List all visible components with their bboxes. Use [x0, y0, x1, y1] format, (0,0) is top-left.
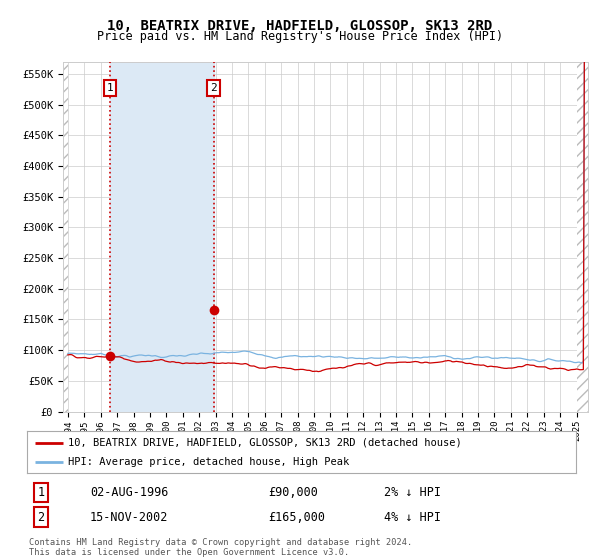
Text: £165,000: £165,000	[269, 511, 326, 524]
Text: 10, BEATRIX DRIVE, HADFIELD, GLOSSOP, SK13 2RD: 10, BEATRIX DRIVE, HADFIELD, GLOSSOP, SK…	[107, 18, 493, 32]
Bar	[110, 62, 214, 412]
Text: 4% ↓ HPI: 4% ↓ HPI	[384, 511, 441, 524]
Text: 2% ↓ HPI: 2% ↓ HPI	[384, 486, 441, 499]
Text: 2: 2	[37, 511, 44, 524]
Text: 15-NOV-2002: 15-NOV-2002	[90, 511, 169, 524]
Text: 1: 1	[37, 486, 44, 499]
Text: 2: 2	[210, 83, 217, 93]
Text: £90,000: £90,000	[269, 486, 319, 499]
Text: 02-AUG-1996: 02-AUG-1996	[90, 486, 169, 499]
Text: 10, BEATRIX DRIVE, HADFIELD, GLOSSOP, SK13 2RD (detached house): 10, BEATRIX DRIVE, HADFIELD, GLOSSOP, SK…	[68, 437, 462, 447]
Text: Price paid vs. HM Land Registry's House Price Index (HPI): Price paid vs. HM Land Registry's House …	[97, 30, 503, 43]
Text: HPI: Average price, detached house, High Peak: HPI: Average price, detached house, High…	[68, 457, 349, 467]
Text: Contains HM Land Registry data © Crown copyright and database right 2024.
This d: Contains HM Land Registry data © Crown c…	[29, 538, 412, 557]
Text: 1: 1	[107, 83, 113, 93]
